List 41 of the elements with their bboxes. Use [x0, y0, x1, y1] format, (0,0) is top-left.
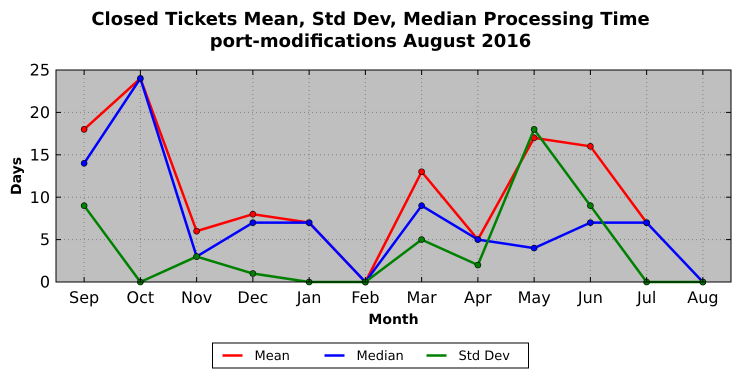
chart-subtitle: port-modifications August 2016	[210, 31, 532, 52]
y-axis-title: Days	[9, 156, 25, 196]
y-tick-label: 5	[40, 230, 50, 250]
x-tick-label: Jan	[296, 288, 322, 307]
x-tick-label: Apr	[464, 288, 492, 307]
y-tick-label: 10	[30, 188, 50, 207]
legend-label: Median	[356, 349, 404, 364]
point	[80, 126, 88, 133]
point	[587, 143, 594, 150]
x-axis-title: Month	[368, 312, 419, 328]
y-tick-label: 25	[30, 60, 50, 80]
point	[250, 219, 256, 226]
y-tick-label: 0	[40, 272, 50, 292]
x-tick-label: Oct	[126, 288, 154, 307]
x-tick-label: Jul	[636, 288, 656, 307]
point	[80, 202, 88, 209]
point	[250, 270, 256, 277]
y-tick-label: 20	[30, 103, 50, 122]
x-tick-label: May	[518, 288, 551, 307]
point	[418, 236, 425, 243]
x-tick-label: Nov	[181, 288, 212, 307]
point	[474, 262, 482, 268]
x-tick-label: Dec	[237, 288, 268, 307]
legend-label: Std Dev	[458, 349, 510, 364]
x-tick-label: Feb	[351, 288, 380, 307]
x-tick-label: Jun	[576, 288, 603, 307]
x-tick-label: Sep	[69, 288, 100, 307]
x-tick-label: Aug	[687, 288, 718, 307]
point	[587, 219, 594, 226]
point	[418, 202, 425, 209]
point	[193, 228, 200, 234]
y-tick-label: 15	[30, 145, 50, 164]
point	[418, 168, 425, 176]
legend-label: Mean	[254, 349, 290, 364]
point	[587, 202, 594, 209]
point	[530, 126, 538, 133]
point	[250, 210, 256, 218]
chart-title: Closed Tickets Mean, Std Dev, Median Processing Time	[91, 9, 650, 30]
point	[80, 160, 88, 167]
point	[530, 244, 538, 252]
x-tick-label: Mar	[406, 288, 438, 307]
